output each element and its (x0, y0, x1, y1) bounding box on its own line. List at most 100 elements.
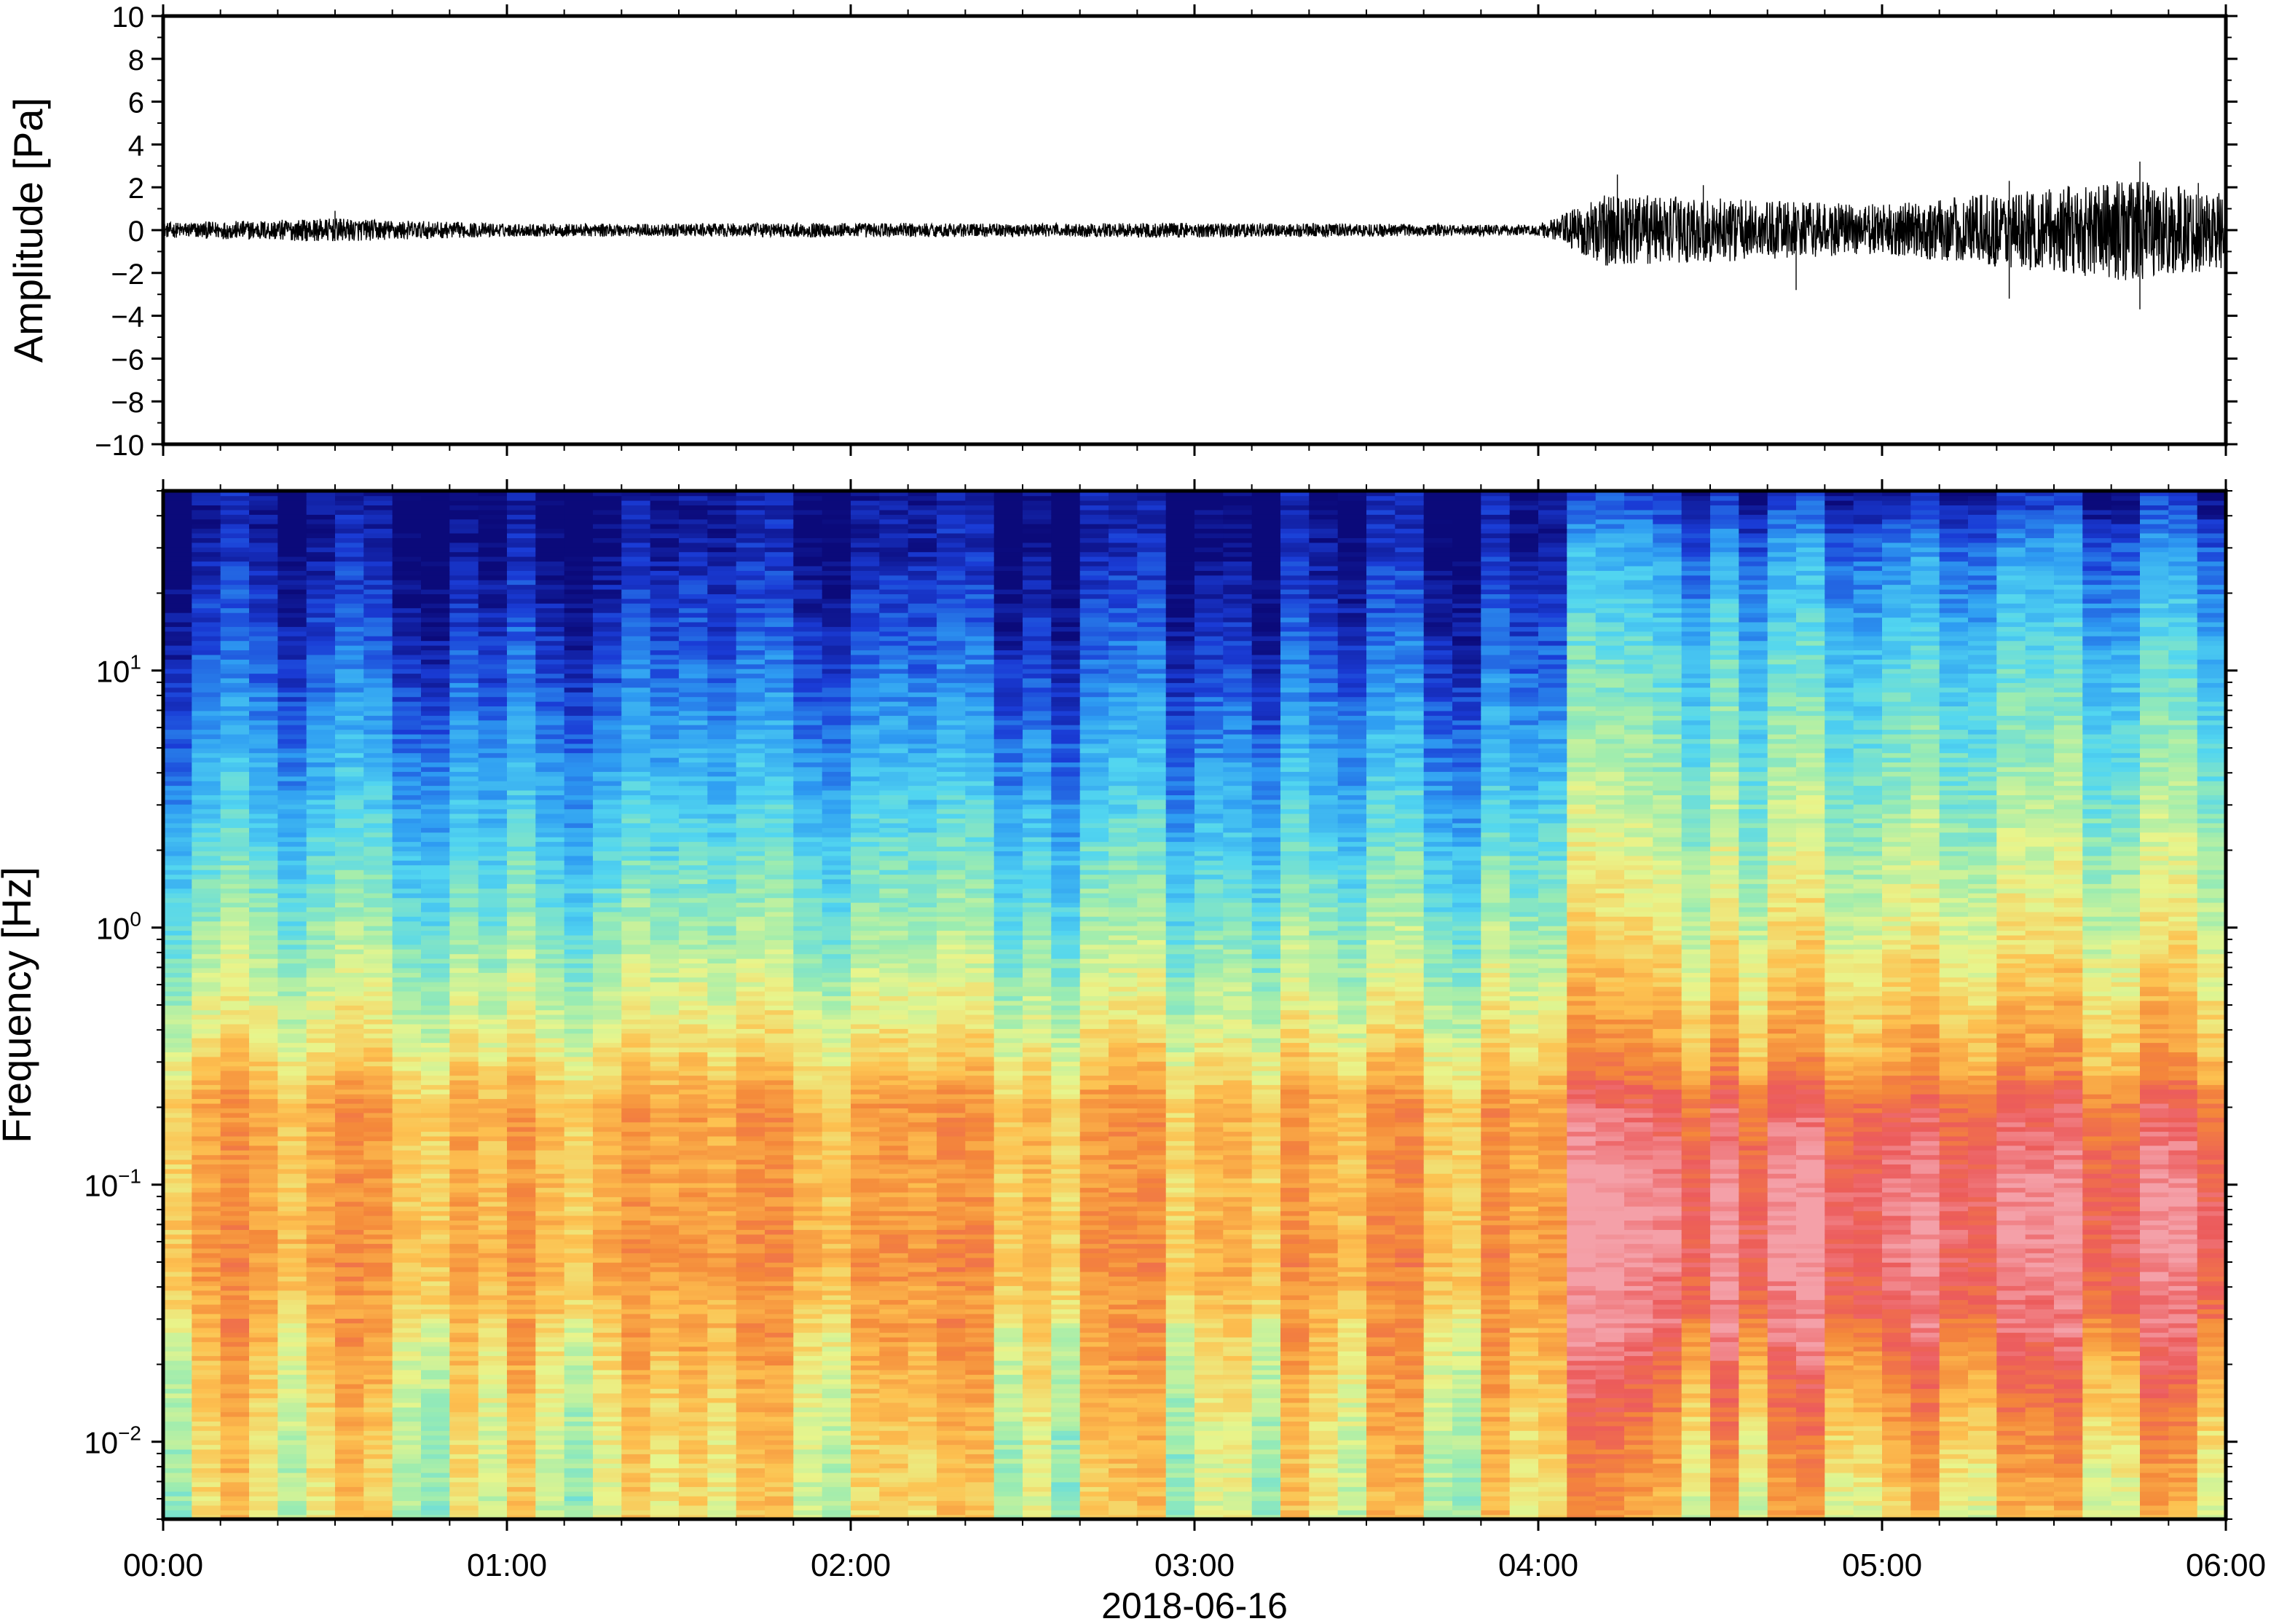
spectrogram-cell (220, 528, 250, 534)
spectrogram-cell (449, 1168, 479, 1174)
spectrogram-cell (163, 654, 193, 660)
spectrogram-cell (278, 1360, 307, 1365)
spectrogram-cell (163, 1318, 193, 1324)
spectrogram-cell (707, 1280, 737, 1286)
spectrogram-cell (421, 813, 451, 819)
spectrogram-cell (220, 1122, 250, 1127)
spectrogram-cell (363, 1247, 393, 1253)
spectrogram-cell (278, 743, 307, 749)
spectrogram-cell (220, 1505, 250, 1510)
spectrogram-cell (736, 977, 765, 982)
spectrogram-cell (707, 659, 737, 665)
spectrogram-cell (335, 780, 365, 787)
spectrogram-cell (564, 1014, 594, 1020)
spectrogram-cell (564, 972, 594, 978)
spectrogram-cell (421, 612, 451, 618)
spectrogram-cell (478, 682, 508, 688)
spectrogram-cell (220, 729, 250, 735)
spectrogram-cell (736, 911, 765, 917)
spectrogram-cell (363, 528, 393, 534)
spectrogram-cell (507, 1510, 537, 1515)
spectrogram-cell (679, 789, 709, 795)
spectrogram-cell (650, 621, 680, 627)
spectrogram-cell (593, 855, 623, 861)
spectrogram-cell (535, 789, 565, 795)
spectrogram-cell (306, 780, 336, 787)
spectrogram-cell (392, 1323, 422, 1328)
spectrogram-cell (363, 897, 393, 903)
spectrogram-cell (593, 551, 623, 557)
spectrogram-cell (736, 1299, 765, 1305)
spectrogram-cell (707, 1243, 737, 1249)
spectrogram-cell (621, 1079, 651, 1085)
spectrogram-cell (249, 1379, 279, 1384)
spectrogram-cell (278, 1065, 307, 1071)
spectrogram-cell (220, 1052, 250, 1057)
spectrogram-cell (707, 981, 737, 988)
spectrogram-cell (335, 1084, 365, 1090)
spectrogram-cell (278, 757, 307, 762)
spectrogram-cell (765, 1131, 795, 1137)
spectrogram-cell (278, 640, 307, 646)
spectrogram-cell (564, 1304, 594, 1309)
spectrogram-cell (593, 1028, 623, 1034)
spectrogram-cell (736, 1421, 765, 1427)
spectrogram-cell (765, 1285, 795, 1291)
spectrogram-cell (163, 621, 193, 627)
spectrogram-cell (306, 771, 336, 777)
spectrogram-cell (192, 1299, 221, 1305)
spectrogram-cell (793, 1500, 823, 1506)
spectrogram-cell (163, 869, 193, 875)
spectrogram-cell (621, 986, 651, 992)
spectrogram-cell (449, 934, 479, 940)
spectrogram-cell (363, 1304, 393, 1309)
spectrogram-cell (478, 607, 508, 613)
spectrogram-cell (249, 766, 279, 772)
spectrogram-cell (736, 1065, 765, 1071)
spectrogram-cell (478, 748, 508, 754)
spectrogram-cell (765, 1332, 795, 1338)
spectrogram-cell (249, 1280, 279, 1286)
spectrogram-cell (478, 1365, 508, 1371)
spectrogram-cell (220, 963, 250, 969)
spectrogram-cell (163, 1079, 193, 1085)
spectrogram-cell (392, 1514, 422, 1519)
spectrogram-cell (192, 1052, 221, 1057)
spectrogram-cell (765, 1089, 795, 1095)
spectrogram-cell (306, 1247, 336, 1253)
spectrogram-cell (392, 1112, 422, 1118)
spectrogram-cell (335, 1365, 365, 1371)
spectrogram-cell (449, 673, 479, 679)
spectrogram-cell (192, 733, 221, 739)
spectrogram-cell (278, 729, 307, 735)
spectrogram-cell (278, 1341, 307, 1347)
spectrogram-cell (736, 570, 765, 576)
spectrogram-cell (449, 1065, 479, 1071)
spectrogram-cell (306, 570, 336, 576)
spectrogram-cell (593, 500, 623, 505)
spectrogram-cell (306, 673, 336, 679)
spectrogram-cell (421, 845, 451, 851)
spectrogram-cell (421, 1398, 451, 1403)
spectrogram-cell (478, 832, 508, 837)
spectrogram-cell (363, 836, 393, 843)
spectrogram-cell (535, 509, 565, 515)
spectrogram-cell (163, 1365, 193, 1371)
spectrogram-cell (707, 757, 737, 762)
spectrogram-cell (507, 845, 537, 851)
spectrogram-cell (306, 1000, 336, 1006)
spectrogram-cell (507, 963, 537, 969)
spectrogram-cell (736, 972, 765, 978)
spectrogram-cell (220, 505, 250, 511)
spectrogram-cell (707, 1407, 737, 1413)
spectrogram-cell (449, 1416, 479, 1422)
spectrogram-cell (278, 1280, 307, 1286)
spectrogram-cell (306, 537, 336, 543)
spectrogram-cell (220, 724, 250, 730)
spectrogram-cell (564, 1439, 594, 1446)
spectrogram-cell (621, 706, 651, 712)
spectrogram-cell (707, 1271, 737, 1277)
spectrogram-cell (220, 1444, 250, 1450)
spectrogram-cell (593, 1197, 623, 1202)
spectrogram-cell (793, 1416, 823, 1422)
